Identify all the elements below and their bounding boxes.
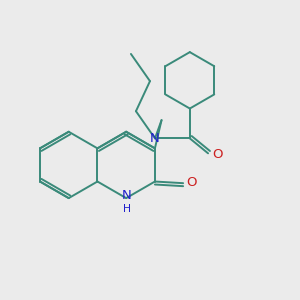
Text: N: N: [122, 189, 132, 202]
Text: O: O: [212, 148, 223, 161]
Text: N: N: [150, 132, 160, 145]
Text: H: H: [123, 204, 131, 214]
Text: O: O: [186, 176, 197, 189]
